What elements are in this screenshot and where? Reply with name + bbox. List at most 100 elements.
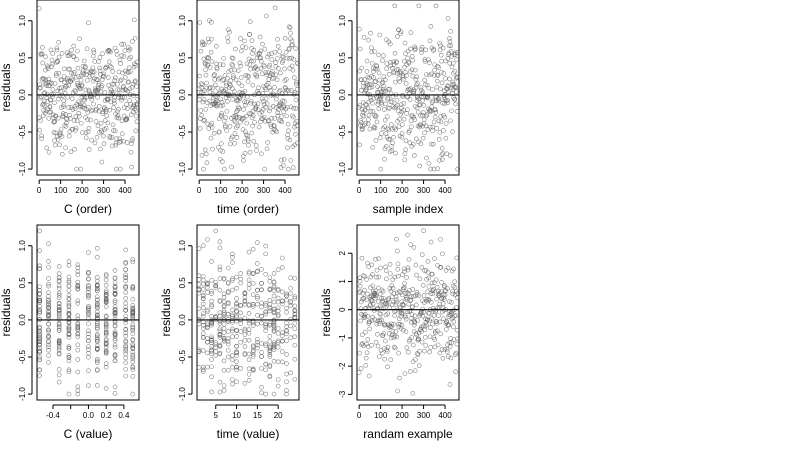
data-point: [399, 299, 404, 305]
data-point: [282, 85, 288, 90]
data-point: [130, 296, 136, 302]
data-point: [444, 86, 450, 92]
data-point: [401, 285, 406, 291]
data-point: [56, 264, 62, 269]
data-point: [261, 114, 267, 120]
data-point: [130, 354, 136, 360]
data-point: [74, 57, 80, 62]
data-point: [75, 323, 81, 329]
data-point: [427, 349, 432, 355]
data-point: [255, 345, 260, 351]
data-point: [123, 275, 128, 280]
data-point: [80, 130, 85, 135]
data-point: [444, 349, 450, 355]
data-point: [97, 68, 103, 74]
data-point: [443, 121, 449, 126]
data-point: [246, 249, 252, 255]
data-point: [287, 25, 293, 31]
data-point: [420, 135, 426, 141]
data-point: [246, 357, 252, 363]
data-point: [428, 325, 433, 330]
data-point: [366, 117, 371, 122]
data-point: [103, 361, 109, 366]
data-point: [419, 265, 425, 270]
y-tick-label: 0.0: [338, 89, 347, 101]
data-point: [382, 146, 388, 151]
data-point: [288, 303, 293, 308]
data-point: [99, 127, 104, 133]
data-point: [234, 327, 239, 333]
data-point: [453, 101, 458, 107]
data-point: [259, 350, 264, 355]
data-point: [56, 367, 62, 372]
data-point: [259, 151, 264, 157]
data-point: [381, 306, 386, 312]
data-point: [131, 93, 136, 98]
data-point: [379, 287, 385, 293]
data-point: [56, 314, 62, 320]
data-point: [109, 143, 115, 149]
data-point: [46, 321, 51, 327]
plot-frame: [196, 0, 300, 176]
data-point: [361, 80, 366, 86]
data-point: [251, 138, 256, 144]
x-axis-title: time (value): [217, 427, 280, 441]
data-point: [91, 47, 96, 53]
data-point: [79, 73, 84, 78]
data-point: [83, 135, 89, 141]
data-point: [230, 381, 235, 387]
data-point: [230, 353, 235, 358]
data-point: [60, 93, 65, 98]
data-point: [275, 359, 281, 365]
data-point: [225, 35, 231, 40]
data-point: [420, 123, 425, 129]
data-point: [357, 46, 363, 52]
data-point: [249, 115, 255, 121]
data-point: [263, 303, 268, 308]
data-point: [259, 304, 264, 310]
data-point: [56, 379, 62, 385]
data-point: [123, 355, 128, 361]
data-point: [197, 93, 203, 99]
data-point: [57, 93, 63, 99]
data-point: [263, 309, 268, 315]
data-point: [200, 348, 206, 353]
data-point: [75, 269, 81, 274]
data-point: [209, 125, 215, 130]
data-point: [61, 73, 67, 79]
data-point: [220, 159, 225, 164]
data-point: [66, 323, 72, 329]
data-point: [106, 59, 112, 65]
data-point: [454, 74, 460, 80]
data-point: [263, 328, 268, 333]
data-point: [110, 69, 116, 74]
data-point: [246, 327, 252, 332]
y-tick-label: -2: [338, 362, 347, 370]
data-point: [134, 119, 140, 124]
data-point: [375, 84, 380, 89]
data-point: [112, 312, 118, 318]
data-point: [414, 74, 420, 80]
data-point: [202, 117, 208, 123]
data-point: [386, 137, 391, 142]
data-point: [208, 85, 213, 90]
data-point: [229, 134, 235, 140]
data-point: [454, 341, 460, 347]
data-point: [384, 276, 389, 282]
data-point: [288, 30, 293, 36]
data-point: [49, 64, 55, 69]
data-point: [66, 334, 72, 340]
y-tick-label: 1.0: [338, 15, 347, 27]
data-point: [86, 125, 92, 131]
data-point: [45, 99, 51, 104]
data-point: [255, 268, 260, 274]
data-point: [444, 327, 449, 332]
data-point: [60, 151, 65, 157]
data-point: [41, 98, 47, 104]
y-tick-label: 1: [338, 279, 347, 284]
data-point: [255, 339, 260, 345]
data-point: [221, 88, 227, 94]
data-point: [409, 67, 415, 72]
data-point: [204, 160, 210, 166]
data-point: [292, 334, 298, 340]
